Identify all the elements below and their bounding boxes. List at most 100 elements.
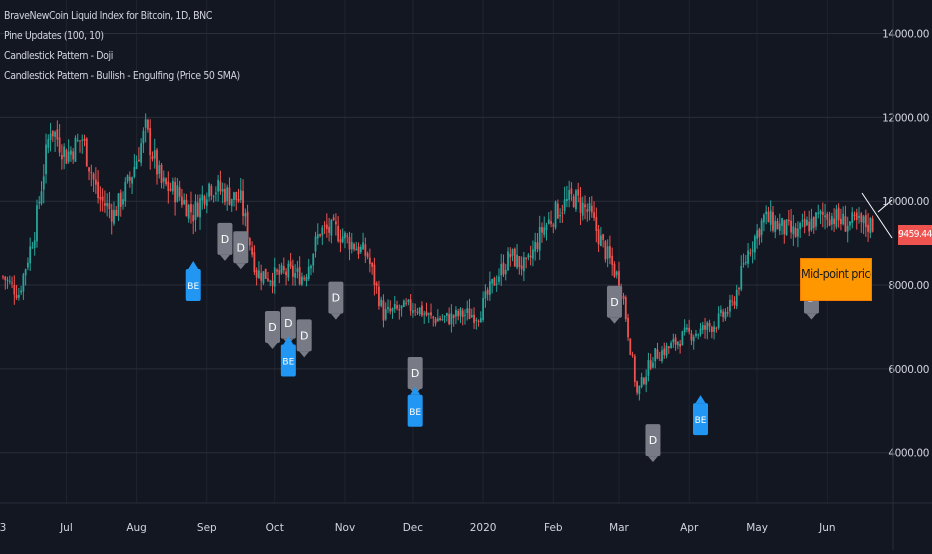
candle-body bbox=[790, 220, 792, 233]
candle-body bbox=[513, 248, 516, 267]
candle-body bbox=[731, 300, 734, 302]
candle-body bbox=[441, 318, 444, 320]
candle-body bbox=[862, 216, 865, 224]
candle-body bbox=[149, 128, 152, 156]
candle-body bbox=[212, 196, 215, 198]
doji-label: D bbox=[296, 319, 312, 358]
candle-body bbox=[835, 209, 838, 227]
candle-body bbox=[575, 190, 577, 210]
candle-body bbox=[466, 308, 469, 314]
candle-body bbox=[8, 280, 11, 282]
candle-body bbox=[298, 266, 301, 285]
candle-body bbox=[853, 214, 856, 216]
candle-body bbox=[796, 228, 799, 237]
mid-point-note[interactable]: Mid-point price bbox=[800, 258, 872, 301]
candle-body bbox=[717, 313, 720, 328]
candle-body bbox=[214, 192, 217, 195]
candle-body bbox=[185, 199, 188, 217]
candle-body bbox=[719, 309, 722, 313]
candle-body bbox=[258, 270, 260, 279]
indicator-doji[interactable]: Candlestick Pattern - Doji bbox=[4, 50, 113, 62]
doji-label: D bbox=[264, 310, 280, 349]
pattern-labels: BEDDDDBEDDDBEDDBED bbox=[185, 192, 893, 463]
y-tick-label: 8000.00 bbox=[888, 280, 929, 292]
candle-body bbox=[808, 221, 811, 232]
candle-body bbox=[389, 308, 392, 312]
candle-body bbox=[325, 224, 328, 229]
candle-body bbox=[221, 188, 224, 192]
candle-body bbox=[738, 288, 740, 290]
candle-body bbox=[815, 212, 817, 227]
candle-body bbox=[144, 119, 147, 128]
candle-body bbox=[860, 213, 863, 223]
candle-body bbox=[518, 256, 521, 267]
label-text: D bbox=[332, 292, 340, 305]
candle-body bbox=[38, 202, 41, 204]
candle-body bbox=[459, 308, 462, 316]
candle-body bbox=[67, 151, 70, 162]
candle-body bbox=[242, 190, 244, 216]
candle-body bbox=[22, 274, 25, 292]
candle-body bbox=[858, 216, 860, 218]
candle-body bbox=[726, 312, 729, 314]
candle-body bbox=[604, 241, 607, 260]
candle-body bbox=[507, 251, 509, 271]
candle-body bbox=[400, 305, 403, 309]
candle-body bbox=[124, 181, 127, 202]
candle-body bbox=[126, 175, 129, 182]
candle-body bbox=[380, 299, 383, 306]
candle-body bbox=[629, 338, 632, 355]
candle-body bbox=[393, 304, 396, 309]
candle-body bbox=[627, 317, 629, 338]
candle-body bbox=[425, 311, 428, 316]
candle-body bbox=[135, 161, 138, 169]
candle-body bbox=[384, 309, 387, 320]
candle-body bbox=[246, 211, 249, 239]
candle-body bbox=[346, 235, 349, 237]
candle-body bbox=[31, 247, 34, 249]
candle-body bbox=[312, 253, 315, 266]
label-box bbox=[185, 269, 201, 302]
label-box bbox=[264, 310, 280, 343]
candle-body bbox=[29, 246, 32, 264]
symbol-title[interactable]: BraveNewCoin Liquid Index for Bitcoin, 1… bbox=[4, 10, 213, 22]
candle-body bbox=[140, 143, 143, 163]
candle-body bbox=[310, 265, 312, 269]
label-text: BE bbox=[409, 408, 421, 418]
bullish-engulfing-label: BE bbox=[693, 395, 709, 436]
x-tick-label: Jun bbox=[818, 522, 835, 534]
candle-body bbox=[552, 224, 555, 227]
candle-body bbox=[405, 302, 408, 304]
candle-body bbox=[708, 322, 711, 327]
candle-body bbox=[337, 225, 340, 242]
candle-body bbox=[33, 240, 36, 248]
candle-body bbox=[570, 188, 573, 195]
candle-body bbox=[470, 315, 473, 318]
candle-body bbox=[541, 226, 543, 233]
candle-body bbox=[160, 164, 163, 184]
candle-body bbox=[563, 199, 566, 212]
candle-body bbox=[468, 308, 471, 319]
candle-body bbox=[613, 264, 616, 277]
candle-body bbox=[208, 183, 210, 197]
candle-body bbox=[842, 213, 845, 225]
candle-body bbox=[622, 295, 625, 299]
indicator-bullish-engulfing[interactable]: Candlestick Pattern - Bullish - Engulfin… bbox=[4, 70, 240, 82]
candle-body bbox=[305, 276, 308, 281]
candle-body bbox=[599, 235, 602, 247]
label-box bbox=[407, 394, 423, 427]
candle-body bbox=[153, 150, 156, 159]
candle-body bbox=[276, 269, 278, 272]
candle-body bbox=[199, 198, 201, 218]
doji-label: D bbox=[217, 222, 233, 261]
candle-body bbox=[830, 216, 833, 225]
label-box bbox=[407, 357, 423, 390]
candle-body bbox=[819, 210, 822, 215]
candle-body bbox=[391, 308, 394, 312]
candle-body bbox=[722, 311, 725, 317]
indicator-pine-updates[interactable]: Pine Updates (100, 10) bbox=[4, 30, 104, 42]
candle-body bbox=[638, 385, 641, 395]
candle-body bbox=[106, 203, 109, 207]
